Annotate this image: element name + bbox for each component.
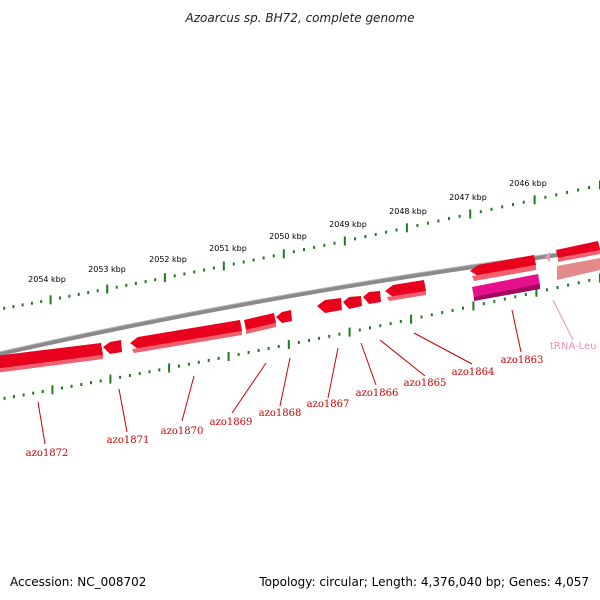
gene-arrow-top-right [556,241,600,258]
gene-label-trna-leu: tRNA-Leu [550,341,596,352]
gene-arrow-azo1869-a [276,310,292,323]
scale-label-2052: 2052 kbp [149,255,187,264]
label-leader-lines [37,309,522,445]
leader-azo1870 [181,375,195,422]
gene-trna-arrow [545,252,550,262]
gene-label-azo1868: azo1868 [259,408,302,419]
leader-trna [552,299,574,341]
leader-azo1871 [118,388,128,433]
gene-label-azo1871: azo1871 [107,435,150,446]
scale-label-2050: 2050 kbp [269,232,307,241]
leader-azo1867 [327,347,339,399]
gene-shadow-azo1864 [472,265,536,281]
gene-arrow-azo1870 [130,320,242,349]
gene-features [0,241,600,373]
gene-pink-shadow-azo1863 [474,284,540,301]
scale-label-2051: 2051 kbp [209,244,247,253]
gene-pseudo-right [557,258,600,280]
outer-scale-ticks [3,180,600,310]
gene-label-azo1867: azo1867 [307,399,350,410]
scale-label-2046: 2046 kbp [509,179,547,188]
gene-shadow-azo1872 [0,355,103,373]
gene-pink-azo1863 [472,274,540,298]
gene-arrow-azo1864 [470,255,536,276]
scale-labels: 2054 kbp 2053 kbp 2052 kbp 2051 kbp 2050… [28,179,547,284]
scale-label-2053: 2053 kbp [88,265,126,274]
scale-label-2047: 2047 kbp [449,193,487,202]
leader-azo1869 [231,362,267,414]
leader-azo1872 [37,401,46,445]
map-title: Azoarcus sp. BH72, complete genome [185,11,415,25]
leader-azo1864 [413,332,473,365]
gene-arrow-azo1871 [103,340,122,354]
inner-scale-ticks [3,273,600,400]
scale-label-2054: 2054 kbp [28,275,66,284]
gene-label-azo1872: azo1872 [26,448,69,459]
gene-shadow-azo1870 [132,331,242,353]
footer-accession: Accession: NC_008702 [10,575,146,589]
gene-shadow-azo1865 [387,291,426,301]
leader-azo1866 [360,342,377,386]
leader-azo1863 [511,309,522,353]
gene-label-azo1869: azo1869 [210,417,253,428]
gene-shadow-top-right [558,250,600,262]
footer-summary: Topology: circular; Length: 4,376,040 bp… [258,575,589,589]
scale-label-2048: 2048 kbp [389,207,427,216]
gene-label-azo1864: azo1864 [452,367,495,378]
leader-azo1865 [379,339,426,377]
gene-arrow-azo1868 [317,298,342,313]
leader-azo1868 [279,357,291,407]
gene-label-azo1866: azo1866 [356,388,399,399]
gene-labels: azo1872 azo1871 azo1870 azo1869 azo1868 … [26,341,597,459]
gene-label-azo1863: azo1863 [501,355,544,366]
gene-shadow-azo1869 [246,323,276,334]
gene-arrow-azo1867 [343,296,362,309]
gene-arrow-azo1869 [244,313,276,330]
gene-label-azo1870: azo1870 [161,426,204,437]
gene-arrow-azo1872 [0,343,103,369]
scale-label-2049: 2049 kbp [329,220,367,229]
gene-arrow-azo1866 [363,291,381,304]
gene-label-azo1865: azo1865 [404,378,447,389]
